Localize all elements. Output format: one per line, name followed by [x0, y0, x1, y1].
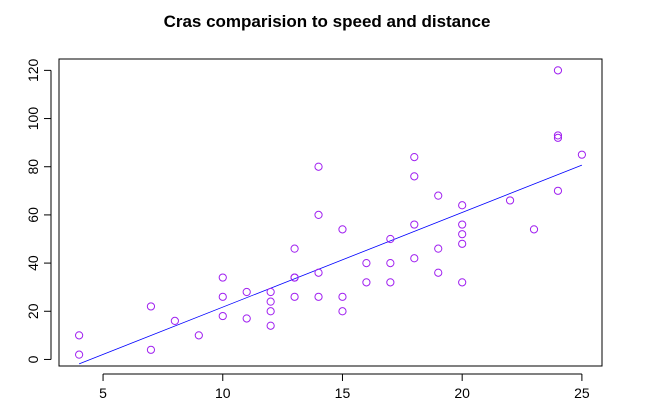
data-point	[434, 268, 443, 277]
chart-title: Cras comparision to speed and distance	[164, 12, 491, 31]
data-point	[266, 307, 275, 316]
x-tick-label: 20	[454, 385, 470, 401]
data-point	[386, 278, 395, 287]
regression-line	[78, 164, 583, 365]
data-point	[266, 287, 275, 297]
data-point	[386, 258, 395, 268]
y-tick-label: 0	[25, 355, 41, 363]
data-point	[290, 244, 299, 253]
data-point	[458, 239, 467, 248]
y-tick-label: 80	[25, 159, 41, 175]
data-point	[410, 220, 419, 229]
data-point	[314, 210, 323, 220]
data-point	[170, 316, 179, 326]
data-point	[266, 321, 275, 330]
regression-line-group	[78, 164, 583, 365]
data-point	[338, 307, 347, 316]
data-point	[458, 201, 467, 210]
data-point	[362, 278, 371, 287]
data-point	[338, 292, 347, 301]
data-point	[146, 302, 156, 311]
data-point	[529, 225, 539, 234]
data-point	[410, 254, 419, 263]
data-points	[75, 66, 586, 359]
x-tick-label: 5	[99, 385, 107, 401]
y-tick-label: 20	[25, 303, 41, 319]
data-point	[314, 292, 323, 301]
data-point	[553, 131, 563, 140]
data-point	[553, 66, 563, 75]
data-point	[458, 220, 467, 229]
data-point	[242, 287, 251, 297]
data-point	[386, 234, 395, 244]
data-point	[75, 331, 84, 340]
data-point	[458, 230, 467, 239]
x-tick-label: 10	[215, 385, 231, 401]
data-point	[75, 350, 84, 359]
x-tick-label: 25	[574, 385, 590, 401]
data-point	[218, 273, 227, 282]
data-point	[577, 150, 586, 159]
data-point	[553, 133, 563, 142]
data-point	[242, 314, 251, 323]
data-point	[434, 244, 443, 253]
data-point	[218, 311, 227, 321]
y-tick-label: 40	[25, 255, 41, 271]
data-point	[290, 273, 299, 282]
data-point	[218, 292, 227, 301]
data-point	[362, 258, 371, 268]
plot-area	[58, 58, 603, 367]
x-tick-label: 15	[335, 385, 351, 401]
data-point	[410, 172, 419, 181]
y-tick-label: 60	[25, 207, 41, 223]
data-point	[458, 278, 467, 287]
data-point	[290, 292, 299, 301]
data-point	[553, 186, 563, 195]
x-axis: 5 10 15 20 25	[99, 373, 590, 401]
data-point	[194, 331, 203, 340]
data-point	[146, 345, 156, 354]
data-point	[434, 191, 443, 200]
y-axis: 0 20 40 60 80 100 120	[25, 58, 52, 363]
data-point	[314, 162, 323, 171]
y-tick-label: 100	[25, 107, 41, 131]
data-point	[266, 297, 275, 306]
data-point	[410, 152, 419, 162]
data-point	[338, 225, 347, 234]
y-tick-label: 120	[25, 58, 41, 82]
data-point	[314, 268, 323, 277]
data-point	[505, 196, 515, 205]
